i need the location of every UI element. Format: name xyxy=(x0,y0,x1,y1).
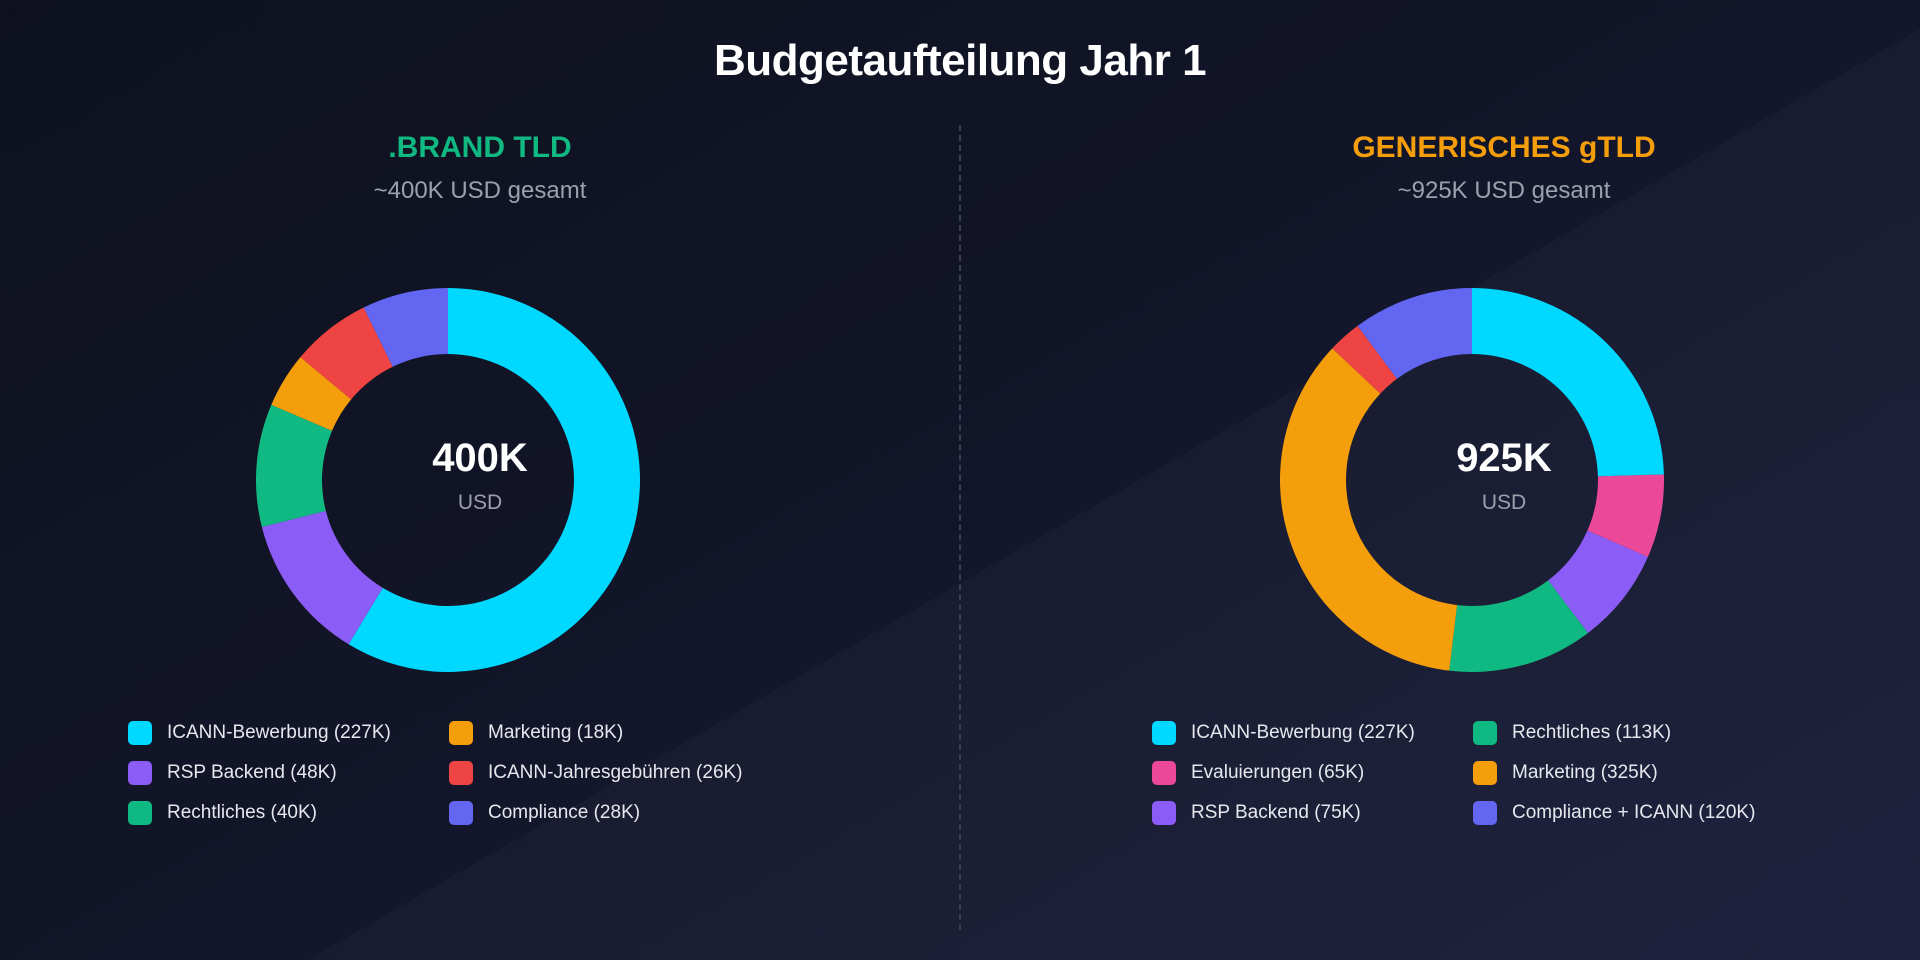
legend-label: ICANN-Bewerbung (227K) xyxy=(1191,722,1415,743)
legend-swatch xyxy=(1473,721,1497,745)
legend-label: Rechtliches (113K) xyxy=(1512,722,1672,743)
legend-label: Evaluierungen (65K) xyxy=(1191,762,1365,783)
legend-swatch xyxy=(1152,801,1176,825)
legend-swatch xyxy=(128,801,152,825)
donut-slice-1 xyxy=(261,510,383,645)
donut-slice-6 xyxy=(1357,288,1472,379)
center-value: 400K xyxy=(432,436,528,480)
donut-slice-3 xyxy=(1449,580,1588,672)
legend-swatch xyxy=(1473,801,1497,825)
legend-label: ICANN-Jahresgebühren (26K) xyxy=(488,762,743,783)
legend-item: RSP Backend (48K) xyxy=(128,760,337,786)
legend-item: Marketing (325K) xyxy=(1473,760,1658,786)
legend-swatch xyxy=(1473,761,1497,785)
legend-swatch xyxy=(128,721,152,745)
legend-swatch xyxy=(449,801,473,825)
legend-item: Evaluierungen (65K) xyxy=(1152,760,1364,786)
donut-slice-4 xyxy=(1280,348,1458,671)
donut-slice-0 xyxy=(1472,288,1664,477)
legend-swatch xyxy=(1152,761,1176,785)
center-value: 925K xyxy=(1456,436,1552,480)
generic-gtld-panel: GENERISCHES gTLD ~925K USD gesamt 925K U… xyxy=(1024,0,1920,960)
legend-label: RSP Backend (48K) xyxy=(167,762,337,783)
center-unit: USD xyxy=(457,491,503,514)
legend-label: ICANN-Bewerbung (227K) xyxy=(167,722,391,743)
legend-item: ICANN-Bewerbung (227K) xyxy=(128,720,391,746)
legend-label: Marketing (325K) xyxy=(1512,762,1658,783)
donut-slice-5 xyxy=(1332,325,1397,394)
legend-label: RSP Backend (75K) xyxy=(1191,802,1361,823)
center-unit: USD xyxy=(1481,491,1527,514)
brand-tld-panel: .BRAND TLD ~400K USD gesamt 400K USD ICA… xyxy=(128,131,743,826)
donut-slice-1 xyxy=(1587,474,1664,557)
divider xyxy=(959,125,961,930)
legend-item: Rechtliches (40K) xyxy=(128,800,317,826)
panel-title: GENERISCHES gTLD xyxy=(1352,131,1656,164)
donut-slice-0 xyxy=(348,288,640,672)
legend-item: Compliance (28K) xyxy=(449,800,640,826)
donut-slice-5 xyxy=(363,288,448,367)
legend-item: Marketing (18K) xyxy=(449,720,623,746)
panel-title: .BRAND TLD xyxy=(388,131,572,164)
legend-item: ICANN-Jahresgebühren (26K) xyxy=(449,760,743,786)
legend-label: Marketing (18K) xyxy=(488,722,624,743)
donut-slice-2 xyxy=(256,404,333,528)
legend-item: Compliance + ICANN (120K) xyxy=(1473,800,1755,826)
donut-chart xyxy=(1280,288,1664,672)
legend-swatch xyxy=(128,761,152,785)
legend-swatch xyxy=(1152,721,1176,745)
donut-slice-4 xyxy=(300,307,393,400)
panel-subtitle: ~925K USD gesamt xyxy=(1397,177,1611,204)
donut-slice-2 xyxy=(1548,530,1648,633)
panel-subtitle: ~400K USD gesamt xyxy=(373,177,587,204)
donut-slice-3 xyxy=(271,357,352,431)
donut-chart xyxy=(256,288,640,672)
legend-item: RSP Backend (75K) xyxy=(1152,800,1361,826)
legend-label: Compliance (28K) xyxy=(488,802,641,823)
legend-swatch xyxy=(449,721,473,745)
legend-item: ICANN-Bewerbung (227K) xyxy=(1152,720,1415,746)
legend-item: Rechtliches (113K) xyxy=(1473,720,1671,746)
legend-label: Compliance + ICANN (120K) xyxy=(1512,802,1756,823)
legend-label: Rechtliches (40K) xyxy=(167,802,317,823)
legend-swatch xyxy=(449,761,473,785)
page-title: Budgetaufteilung Jahr 1 xyxy=(713,36,1207,85)
